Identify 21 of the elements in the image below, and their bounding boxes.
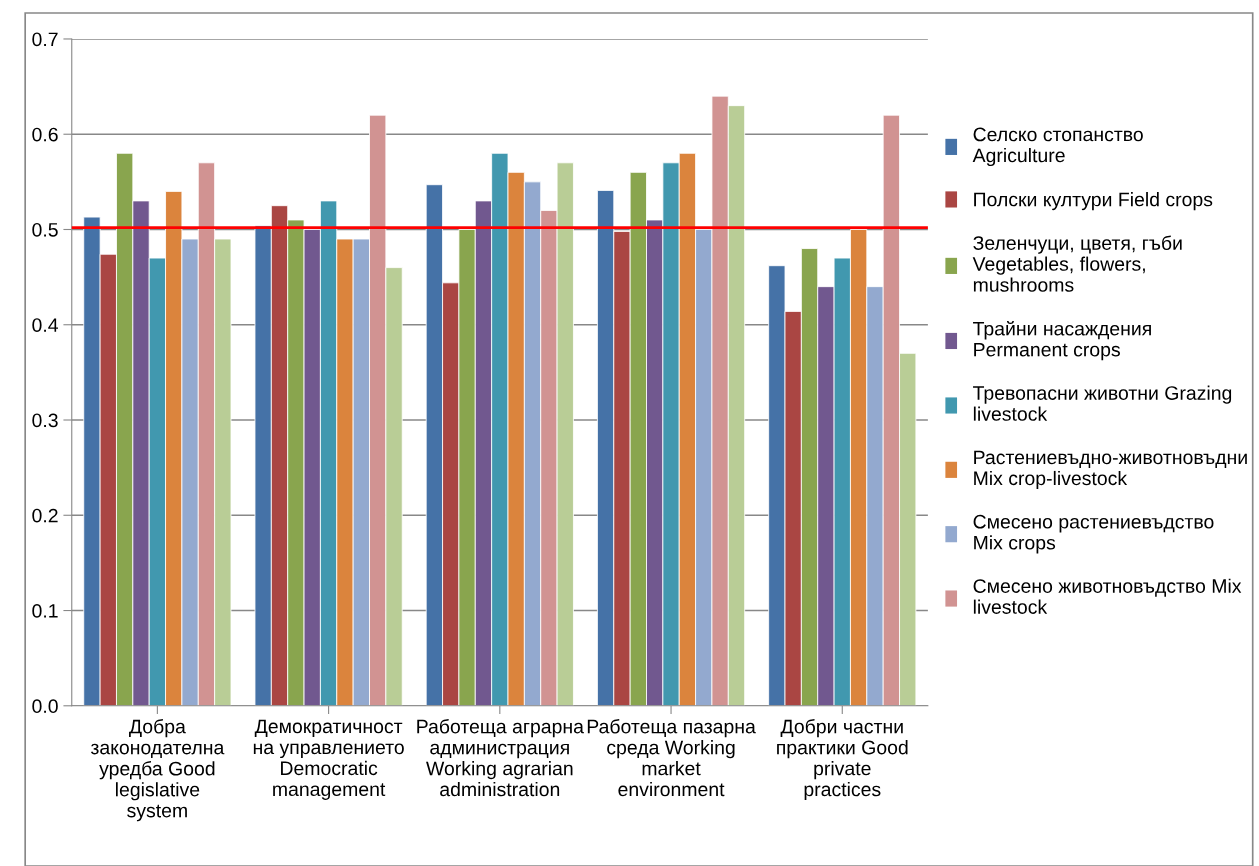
legend-label: Зеленчуци, цветя, гъби Vegetables, flowers, mushrooms (972, 235, 1182, 292)
y-tick-label: 0.3 (32, 413, 58, 428)
x-tick-label: Демократичност на управлението Democratic management (253, 719, 404, 800)
legend-label: Селско стопанство Agriculture (972, 127, 1143, 167)
y-tick-label: 0.1 (32, 604, 58, 618)
x-tick-label: Работеща аграрна администрация Working agrarian administration (417, 718, 584, 797)
x-tick-label: Добри частни практики Good private practices (777, 718, 908, 801)
legend-label: Смесено растениевъдство Mix crops (973, 514, 1214, 554)
y-tick-label: 0.4 (32, 318, 58, 332)
y-tick-label: 0.6 (32, 127, 58, 142)
y-tick-label: 0.7 (32, 32, 58, 47)
x-tick-label: Добра законодателна уредба Good legislative system (90, 718, 225, 822)
legend-label: Растениевъдно-животновъдни Mix crop-livestock (974, 450, 1247, 490)
y-tick-label: 0.2 (32, 508, 58, 523)
y-tick-label: 0.0 (32, 699, 58, 714)
x-tick-label: Работеща пазарна среда Working market environment (587, 718, 756, 797)
y-tick-label: 0.5 (32, 222, 58, 237)
legend-label: Трайни насаждения Permanent crops (973, 320, 1151, 361)
legend-label: Смесено животновъдство Mix livestock (973, 578, 1242, 614)
legend-label: Полски култури Field crops (974, 192, 1213, 211)
legend-label: Тревопасни животни Grazing livestock (973, 385, 1232, 421)
